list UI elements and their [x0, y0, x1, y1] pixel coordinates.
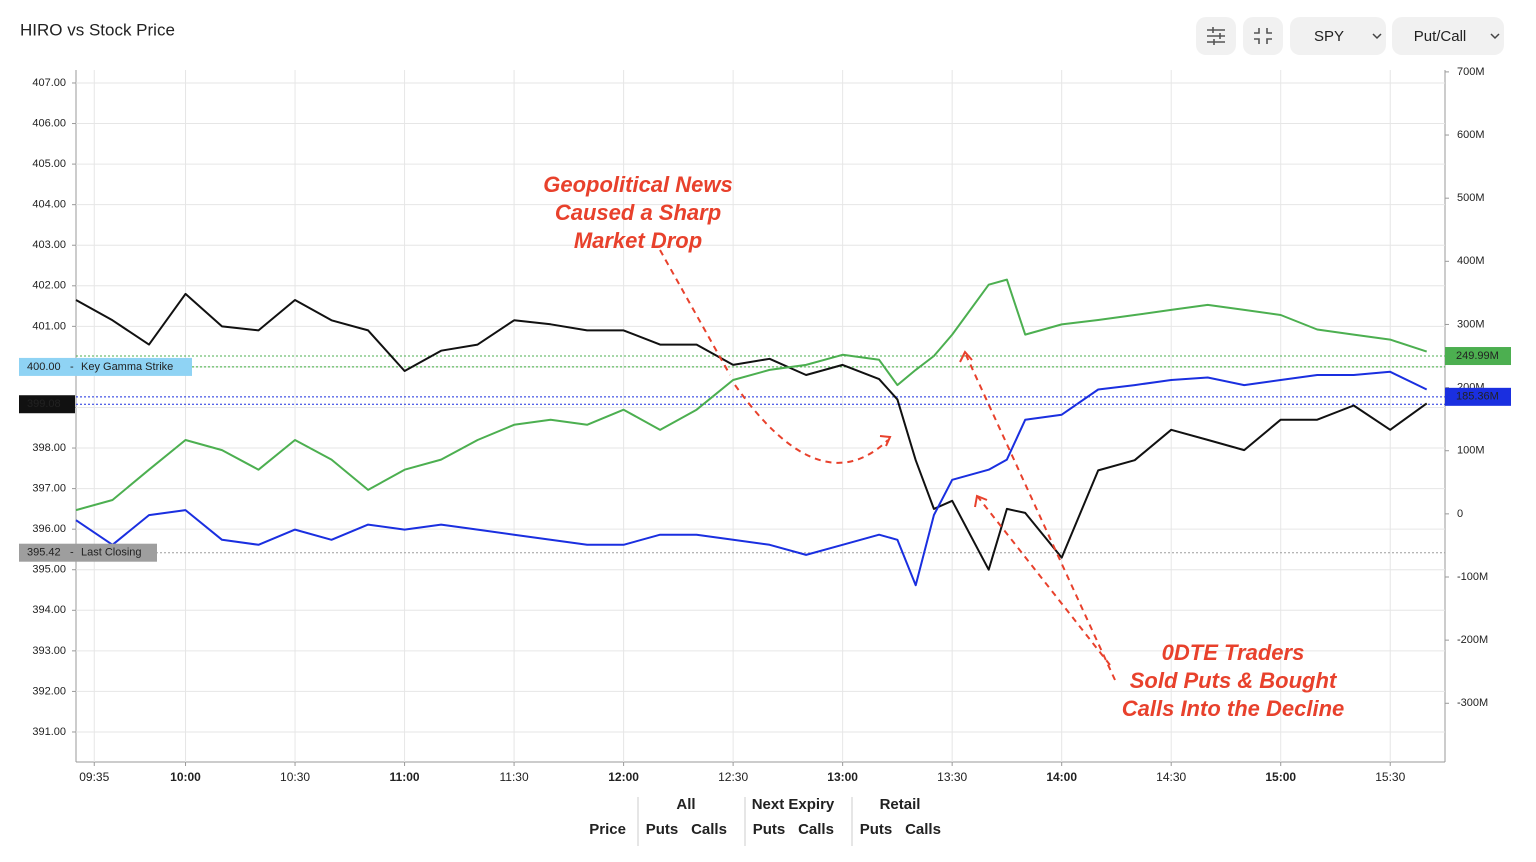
- level-dash: -: [70, 547, 74, 559]
- legend-entry[interactable]: Calls: [798, 821, 834, 838]
- series-line: [75, 278, 1428, 512]
- mode-label: Put/Call: [1414, 28, 1467, 45]
- settings-icon: [1207, 27, 1225, 45]
- y-tick-label: 391.00: [32, 726, 66, 738]
- legend-entry[interactable]: Puts: [860, 821, 893, 838]
- y2-tick-label: 600M: [1457, 129, 1485, 141]
- x-tick-label: 10:30: [280, 770, 310, 784]
- annotation: Sold Puts & Bought: [1130, 668, 1338, 693]
- level-value: 400.00: [27, 361, 61, 373]
- arrow: [659, 249, 731, 376]
- y-tick-label: 405.00: [32, 158, 66, 170]
- y2-tick-label: -200M: [1457, 634, 1488, 646]
- y2-tick-label: 0: [1457, 508, 1463, 520]
- legend-entry[interactable]: Calls: [905, 821, 941, 838]
- x-tick-label: 11:00: [390, 770, 420, 784]
- legend-entry[interactable]: Puts: [753, 821, 786, 838]
- right-level-tag: [1445, 387, 1511, 406]
- legend-entry[interactable]: Price: [589, 821, 626, 838]
- level-tag: [19, 395, 75, 414]
- y-tick-label: 398.00: [32, 442, 66, 454]
- arrow: [965, 354, 1116, 681]
- y2-tick-label: 700M: [1457, 66, 1485, 78]
- level-value: 399.08: [27, 398, 61, 410]
- collapse-icon: [1254, 28, 1272, 44]
- ticker-label: SPY: [1314, 28, 1344, 45]
- x-tick-label: 14:30: [1156, 770, 1186, 784]
- x-tick-label: 14:00: [1046, 770, 1077, 784]
- level-tag: [19, 357, 192, 376]
- right-level-value: 249.99M: [1456, 350, 1499, 362]
- legend-entry[interactable]: Puts: [646, 821, 679, 838]
- legend-group[interactable]: All: [676, 796, 695, 813]
- right-level-tag: [1445, 347, 1511, 366]
- level-value: 395.42: [27, 547, 61, 559]
- y2-tick-label: -300M: [1457, 697, 1488, 709]
- y-tick-label: 394.00: [32, 604, 66, 616]
- y2-tick-label: 100M: [1457, 445, 1485, 457]
- legend-group[interactable]: Next Expiry: [752, 796, 835, 813]
- x-tick-label: 13:00: [827, 770, 858, 784]
- legend-entry[interactable]: Calls: [691, 821, 727, 838]
- annotation: Caused a Sharp: [555, 200, 721, 225]
- x-tick-label: 11:30: [500, 770, 529, 784]
- y2-tick-label: 300M: [1457, 318, 1485, 330]
- y-tick-label: 397.00: [32, 483, 66, 495]
- y-tick-label: 393.00: [32, 645, 66, 657]
- series-line: [75, 370, 1428, 587]
- y2-tick-label: 400M: [1457, 255, 1485, 267]
- annotation: Market Drop: [574, 228, 702, 253]
- x-tick-label: 12:00: [608, 770, 639, 784]
- right-level-value: 185.36M: [1456, 391, 1499, 403]
- mode-dropdown[interactable]: [1392, 17, 1504, 55]
- y2-tick-label: -100M: [1457, 571, 1488, 583]
- series-line: [75, 292, 1428, 571]
- chart-title: HIRO vs Stock Price: [20, 20, 175, 39]
- y-tick-label: 401.00: [32, 320, 66, 332]
- x-tick-label: 10:00: [170, 770, 201, 784]
- arrow: [977, 496, 1111, 666]
- level-name: Key Gamma Strike: [81, 361, 173, 373]
- y-tick-label: 395.00: [32, 564, 66, 576]
- x-tick-label: 09:35: [79, 770, 109, 784]
- ticker-dropdown[interactable]: [1290, 17, 1386, 55]
- y-tick-label: 403.00: [32, 239, 66, 251]
- toolbar: SPY Put/Call: [1196, 17, 1504, 55]
- y2-tick-label: 500M: [1457, 192, 1485, 204]
- chevron: [1372, 33, 1382, 40]
- annotation: Geopolitical News: [543, 172, 733, 197]
- series: [75, 278, 1445, 587]
- arrow: [734, 384, 889, 464]
- grid: 391.00 392.00 393.00 394.00 395.00 396.00 397.…: [32, 66, 1488, 784]
- annotation: 0DTE Traders: [1162, 640, 1305, 665]
- y-tick-label: 396.00: [32, 523, 66, 535]
- y-tick-label: 402.00: [32, 280, 66, 292]
- x-tick-label: 15:00: [1265, 770, 1296, 784]
- y-tick-label: 406.00: [32, 117, 66, 129]
- x-tick-label: 13:30: [937, 770, 967, 784]
- collapse-button[interactable]: [1243, 17, 1283, 55]
- level-tag: [19, 543, 157, 562]
- y-tick-label: 404.00: [32, 199, 66, 211]
- level-name: Last Closing: [81, 547, 142, 559]
- x-tick-label: 12:30: [718, 770, 748, 784]
- x-tick-label: 15:30: [1375, 770, 1405, 784]
- y-tick-label: 392.00: [32, 685, 66, 697]
- level-dash: -: [70, 361, 74, 373]
- y-tick-label: 407.00: [32, 77, 66, 89]
- annotation-arrows: [659, 249, 1116, 681]
- chevron: [1490, 33, 1500, 40]
- annotation: Calls Into the Decline: [1122, 696, 1345, 721]
- arrow-head: [879, 350, 988, 508]
- legend-group[interactable]: Retail: [880, 796, 921, 813]
